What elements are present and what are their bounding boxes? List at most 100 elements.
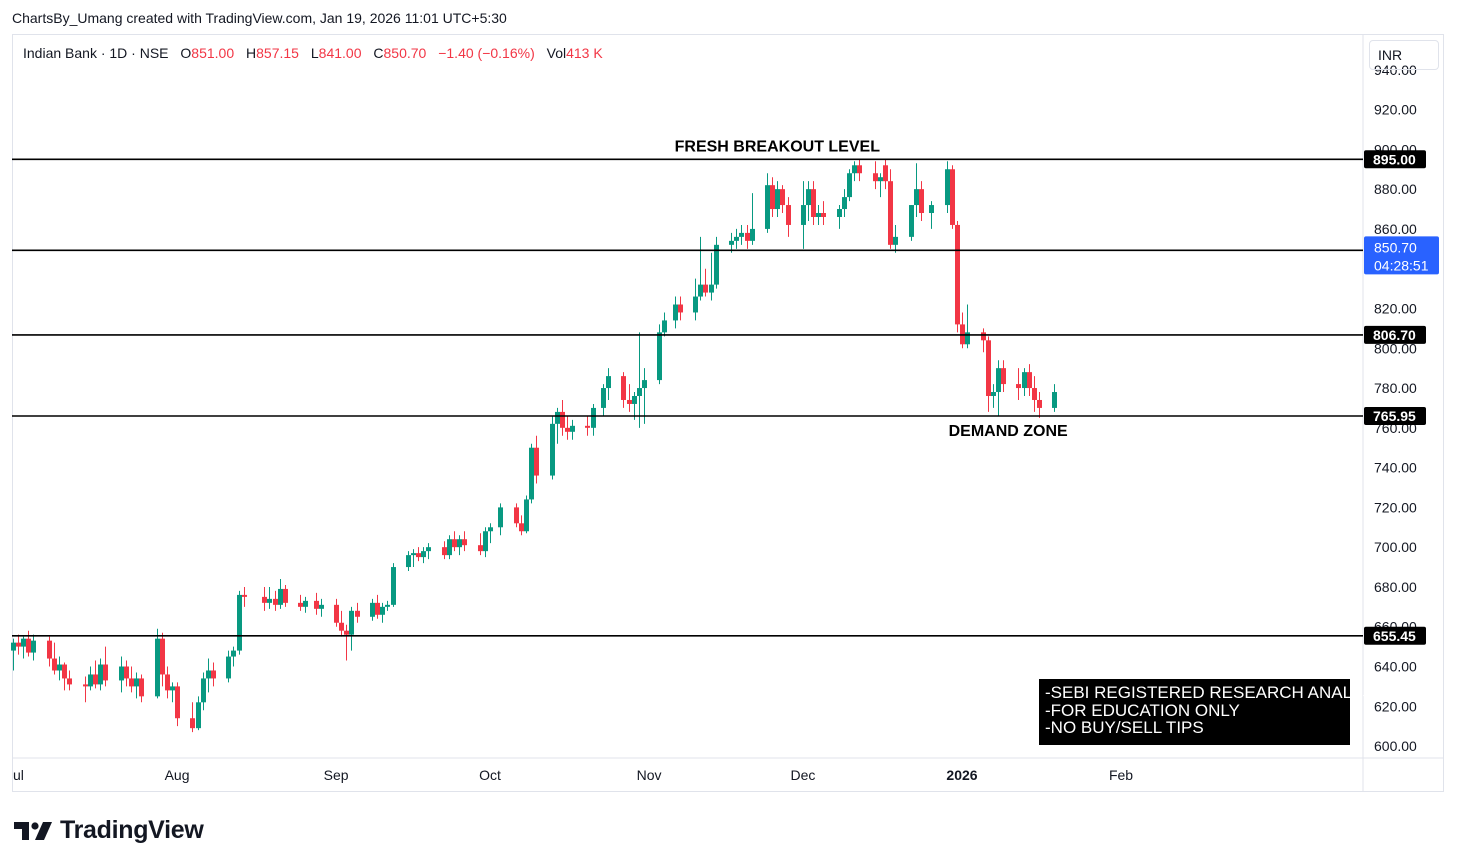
candle[interactable] [488,523,493,544]
candle[interactable] [750,193,755,245]
candle[interactable] [996,360,1001,416]
candle[interactable] [98,658,103,691]
candle[interactable] [745,224,750,249]
candle[interactable] [426,543,431,560]
candle[interactable] [421,547,426,564]
candle[interactable] [1037,392,1042,418]
candle[interactable] [519,515,524,536]
candle[interactable] [83,676,88,703]
candle[interactable] [134,672,139,699]
candle[interactable] [945,161,950,214]
candle[interactable] [678,296,683,321]
candle[interactable] [847,169,852,202]
currency-selector[interactable]: INR [1369,40,1439,70]
candle[interactable] [642,368,647,424]
candle[interactable] [88,666,93,691]
candle[interactable] [914,163,919,217]
candle[interactable] [591,403,596,436]
candle[interactable] [31,634,36,661]
candle[interactable] [514,503,519,528]
candle[interactable] [211,662,216,687]
annotation-text[interactable]: FRESH BREAKOUT LEVEL [675,138,881,155]
candle[interactable] [606,368,611,400]
candle[interactable] [11,638,16,671]
candle[interactable] [452,531,457,552]
candle[interactable] [462,531,467,552]
candle[interactable] [555,407,560,444]
candle[interactable] [698,236,703,301]
candle[interactable] [806,181,811,221]
candle[interactable] [837,205,842,229]
tradingview-logo[interactable]: TradingView [14,816,204,845]
candle[interactable] [119,656,124,693]
candle[interactable] [565,415,570,440]
candle[interactable] [196,696,201,731]
candle[interactable] [1016,368,1021,400]
candle[interactable] [21,636,26,659]
candle[interactable] [47,636,52,667]
candle[interactable] [165,666,170,699]
candle[interactable] [67,670,72,691]
candle[interactable] [334,598,339,627]
candle[interactable] [950,165,955,229]
candle[interactable] [483,527,488,558]
candle[interactable] [662,312,667,337]
candle[interactable] [621,372,626,408]
candle[interactable] [560,399,565,436]
candle[interactable] [416,547,421,562]
candle[interactable] [57,656,62,681]
candle[interactable] [893,224,898,253]
candle[interactable] [406,551,411,572]
candle[interactable] [775,181,780,217]
candle[interactable] [570,419,575,440]
candle[interactable] [93,660,98,689]
candle[interactable] [765,173,770,233]
candle[interactable] [585,415,590,436]
candle[interactable] [909,205,914,241]
candle[interactable] [739,224,744,245]
candle[interactable] [1001,360,1006,393]
candle[interactable] [303,596,308,613]
legend-symbol[interactable]: Indian Bank · 1D · NSE [23,45,169,61]
candle[interactable] [673,296,678,329]
candle[interactable] [529,443,534,504]
candle[interactable] [857,159,862,182]
candle[interactable] [314,592,319,615]
candle[interactable] [524,495,529,534]
candle[interactable] [478,533,483,556]
candle[interactable] [319,598,324,617]
candle[interactable] [981,328,986,353]
candle[interactable] [878,173,883,198]
candle[interactable] [380,602,385,623]
candle[interactable] [1022,368,1027,396]
candle[interactable] [852,161,857,182]
candle[interactable] [375,594,380,619]
candle[interactable] [929,201,934,229]
candle[interactable] [734,228,739,249]
candle[interactable] [919,181,924,221]
candle[interactable] [534,435,539,484]
candle[interactable] [811,181,816,225]
candle[interactable] [457,535,462,556]
candle[interactable] [355,602,360,623]
candle[interactable] [780,185,785,214]
candle[interactable] [16,634,21,655]
candle[interactable] [339,610,344,637]
candle[interactable] [26,630,31,657]
candle[interactable] [442,541,447,560]
candle[interactable] [370,598,375,621]
candle[interactable] [627,384,632,412]
candle[interactable] [206,658,211,693]
candle[interactable] [190,702,195,733]
candle[interactable] [601,384,606,416]
candle[interactable] [124,660,129,687]
candle[interactable] [52,642,57,675]
candle[interactable] [888,169,893,249]
candle[interactable] [637,332,642,428]
candle[interactable] [447,535,452,560]
candle[interactable] [709,252,714,301]
candle[interactable] [231,646,236,667]
candle[interactable] [960,312,965,349]
candle[interactable] [657,324,662,385]
candle[interactable] [883,159,888,190]
